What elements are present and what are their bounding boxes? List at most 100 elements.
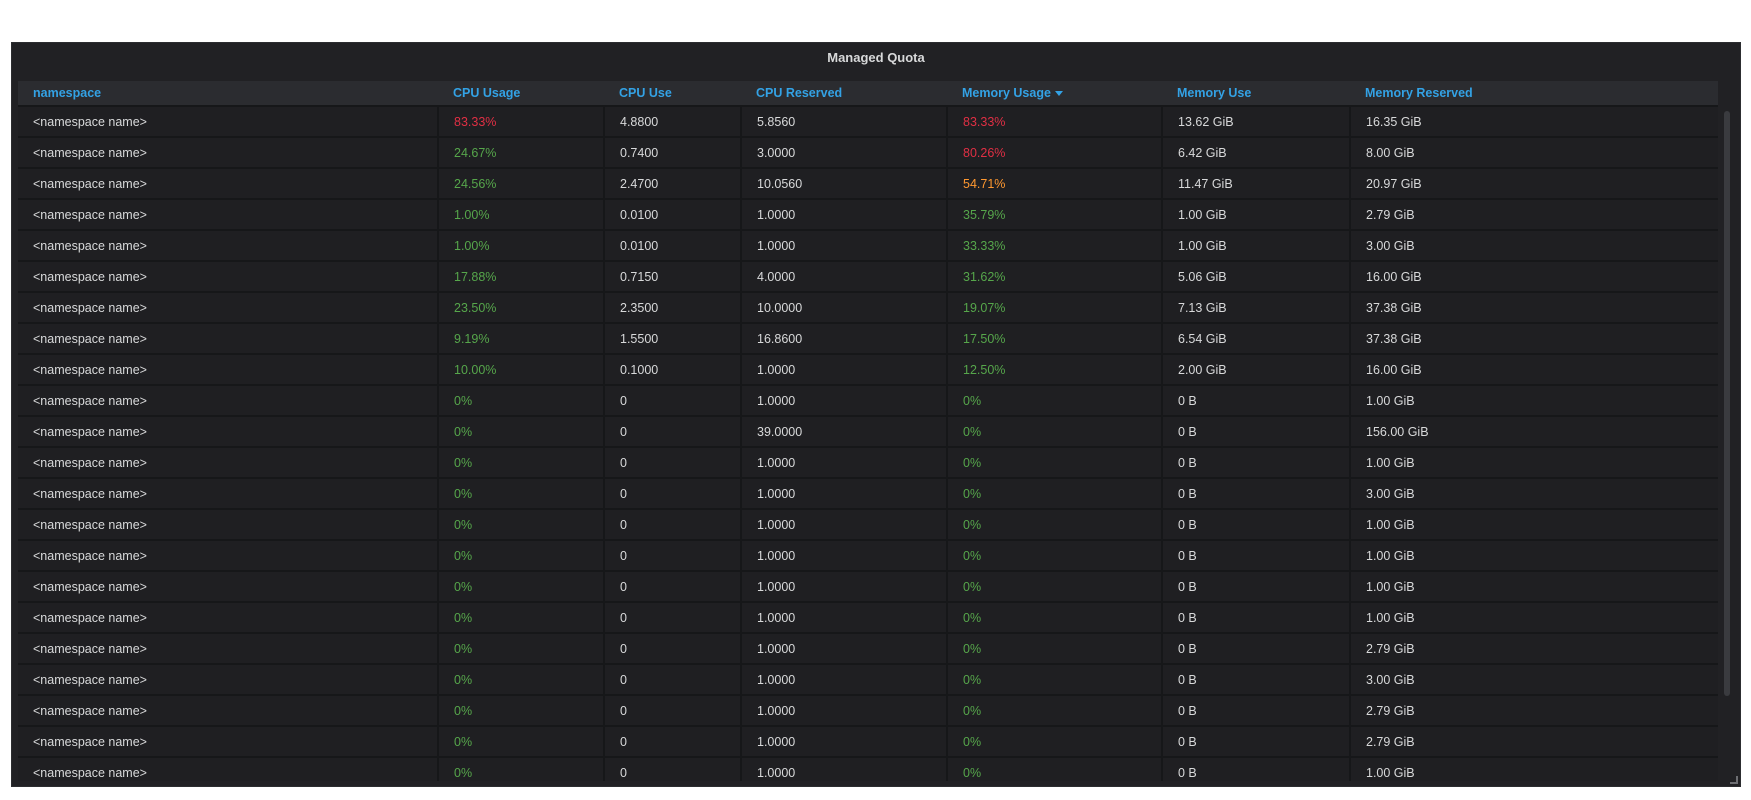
- cell-memory-usage: 19.07%: [947, 292, 1163, 324]
- cell-cpu-reserved: 1.0000: [741, 571, 948, 603]
- cell-cpu-usage: 0%: [438, 757, 605, 781]
- cell-memory-reserved: 1.00 GiB: [1350, 571, 1718, 603]
- quota-table-container[interactable]: namespace CPU Usage CPU Use CPU Reserved…: [18, 81, 1733, 781]
- table-row: <namespace name> 0% 0 1.0000 0% 0 B 2.79 GiB: [18, 633, 1718, 665]
- table-body: <namespace name> 83.33% 4.8800 5.8560 83.33%…: [18, 106, 1718, 781]
- cell-cpu-usage: 0%: [438, 633, 605, 665]
- cell-memory-usage: 12.50%: [947, 354, 1163, 386]
- cell-cpu-usage: 83.33%: [438, 106, 605, 138]
- table-row: <namespace name> 83.33% 4.8800 5.8560 83.33%…: [18, 106, 1718, 138]
- cell-cpu-usage: 0%: [438, 602, 605, 634]
- table-row: <namespace name> 17.88% 0.7150 4.0000 31.62%…: [18, 261, 1718, 293]
- cell-cpu-use: 0: [604, 633, 742, 665]
- cell-memory-use: 5.06 GiB: [1162, 261, 1351, 293]
- cell-memory-usage: 54.71%: [947, 168, 1163, 200]
- cell-memory-use: 0 B: [1162, 478, 1351, 510]
- cell-cpu-reserved: 1.0000: [741, 757, 948, 781]
- table-row: <namespace name> 1.00% 0.0100 1.0000 35.79% 1…: [18, 199, 1718, 231]
- cell-namespace: <namespace name>: [18, 447, 439, 479]
- cell-memory-usage: 33.33%: [947, 230, 1163, 262]
- cell-memory-usage: 0%: [947, 571, 1163, 603]
- cell-cpu-usage: 0%: [438, 447, 605, 479]
- header-label: Memory Reserved: [1365, 86, 1473, 100]
- header-cpu-reserved[interactable]: CPU Reserved: [741, 81, 947, 107]
- cell-memory-usage: 0%: [947, 540, 1163, 572]
- cell-cpu-reserved: 1.0000: [741, 602, 948, 634]
- table-row: <namespace name> 0% 0 1.0000 0% 0 B 1.00 GiB: [18, 602, 1718, 634]
- cell-cpu-usage: 0%: [438, 385, 605, 417]
- cell-cpu-reserved: 3.0000: [741, 137, 948, 169]
- cell-memory-usage: 0%: [947, 695, 1163, 727]
- table-row: <namespace name> 0% 0 1.0000 0% 0 B 2.79 GiB: [18, 695, 1718, 727]
- cell-cpu-reserved: 16.8600: [741, 323, 948, 355]
- header-memory-reserved[interactable]: Memory Reserved: [1350, 81, 1718, 107]
- header-namespace[interactable]: namespace: [18, 81, 438, 107]
- cell-memory-use: 0 B: [1162, 385, 1351, 417]
- cell-cpu-usage: 24.67%: [438, 137, 605, 169]
- table-row: <namespace name> 0% 0 1.0000 0% 0 B 1.00 GiB: [18, 509, 1718, 541]
- resize-handle-icon[interactable]: [1730, 776, 1738, 784]
- table-row: <namespace name> 9.19% 1.5500 16.8600 17.50%…: [18, 323, 1718, 355]
- cell-cpu-usage: 0%: [438, 571, 605, 603]
- cell-memory-usage: 0%: [947, 757, 1163, 781]
- cell-namespace: <namespace name>: [18, 571, 439, 603]
- cell-cpu-use: 0.7150: [604, 261, 742, 293]
- cell-cpu-use: 0: [604, 416, 742, 448]
- cell-cpu-use: 1.5500: [604, 323, 742, 355]
- cell-namespace: <namespace name>: [18, 540, 439, 572]
- cell-memory-reserved: 1.00 GiB: [1350, 540, 1718, 572]
- cell-cpu-use: 0: [604, 695, 742, 727]
- cell-cpu-usage: 10.00%: [438, 354, 605, 386]
- table-row: <namespace name> 0% 0 1.0000 0% 0 B 1.00 GiB: [18, 757, 1718, 781]
- cell-namespace: <namespace name>: [18, 106, 439, 138]
- cell-memory-usage: 17.50%: [947, 323, 1163, 355]
- vertical-scrollbar[interactable]: [1724, 111, 1730, 696]
- cell-cpu-reserved: 1.0000: [741, 664, 948, 696]
- cell-cpu-use: 4.8800: [604, 106, 742, 138]
- cell-memory-usage: 0%: [947, 602, 1163, 634]
- cell-memory-use: 0 B: [1162, 664, 1351, 696]
- header-label: Memory Usage: [962, 86, 1051, 100]
- cell-cpu-usage: 0%: [438, 540, 605, 572]
- cell-memory-use: 0 B: [1162, 509, 1351, 541]
- cell-memory-reserved: 1.00 GiB: [1350, 602, 1718, 634]
- header-label: CPU Use: [619, 86, 672, 100]
- cell-memory-reserved: 16.00 GiB: [1350, 354, 1718, 386]
- cell-memory-use: 1.00 GiB: [1162, 230, 1351, 262]
- header-memory-usage[interactable]: Memory Usage: [947, 81, 1162, 107]
- cell-cpu-use: 0: [604, 571, 742, 603]
- cell-namespace: <namespace name>: [18, 385, 439, 417]
- cell-namespace: <namespace name>: [18, 230, 439, 262]
- cell-namespace: <namespace name>: [18, 416, 439, 448]
- cell-cpu-reserved: 1.0000: [741, 478, 948, 510]
- cell-memory-usage: 31.62%: [947, 261, 1163, 293]
- cell-namespace: <namespace name>: [18, 168, 439, 200]
- table-header-row: namespace CPU Usage CPU Use CPU Reserved…: [18, 81, 1718, 107]
- cell-memory-usage: 0%: [947, 509, 1163, 541]
- cell-cpu-reserved: 10.0560: [741, 168, 948, 200]
- cell-memory-reserved: 3.00 GiB: [1350, 230, 1718, 262]
- cell-cpu-use: 0: [604, 478, 742, 510]
- table-row: <namespace name> 1.00% 0.0100 1.0000 33.33% 1…: [18, 230, 1718, 262]
- header-label: CPU Usage: [453, 86, 521, 100]
- cell-namespace: <namespace name>: [18, 292, 439, 324]
- cell-cpu-usage: 1.00%: [438, 199, 605, 231]
- cell-cpu-use: 2.4700: [604, 168, 742, 200]
- cell-cpu-use: 0: [604, 540, 742, 572]
- header-memory-use[interactable]: Memory Use: [1162, 81, 1350, 107]
- cell-namespace: <namespace name>: [18, 664, 439, 696]
- cell-cpu-usage: 17.88%: [438, 261, 605, 293]
- header-cpu-usage[interactable]: CPU Usage: [438, 81, 604, 107]
- cell-memory-reserved: 16.00 GiB: [1350, 261, 1718, 293]
- cell-memory-reserved: 16.35 GiB: [1350, 106, 1718, 138]
- cell-cpu-use: 0: [604, 602, 742, 634]
- cell-memory-reserved: 2.79 GiB: [1350, 633, 1718, 665]
- cell-namespace: <namespace name>: [18, 478, 439, 510]
- cell-memory-reserved: 1.00 GiB: [1350, 757, 1718, 781]
- table-row: <namespace name> 0% 0 1.0000 0% 0 B 2.79 GiB: [18, 726, 1718, 758]
- panel-title[interactable]: Managed Quota: [827, 50, 925, 65]
- cell-memory-use: 0 B: [1162, 695, 1351, 727]
- table-row: <namespace name> 0% 0 1.0000 0% 0 B 1.00 GiB: [18, 540, 1718, 572]
- header-cpu-use[interactable]: CPU Use: [604, 81, 741, 107]
- cell-memory-use: 0 B: [1162, 571, 1351, 603]
